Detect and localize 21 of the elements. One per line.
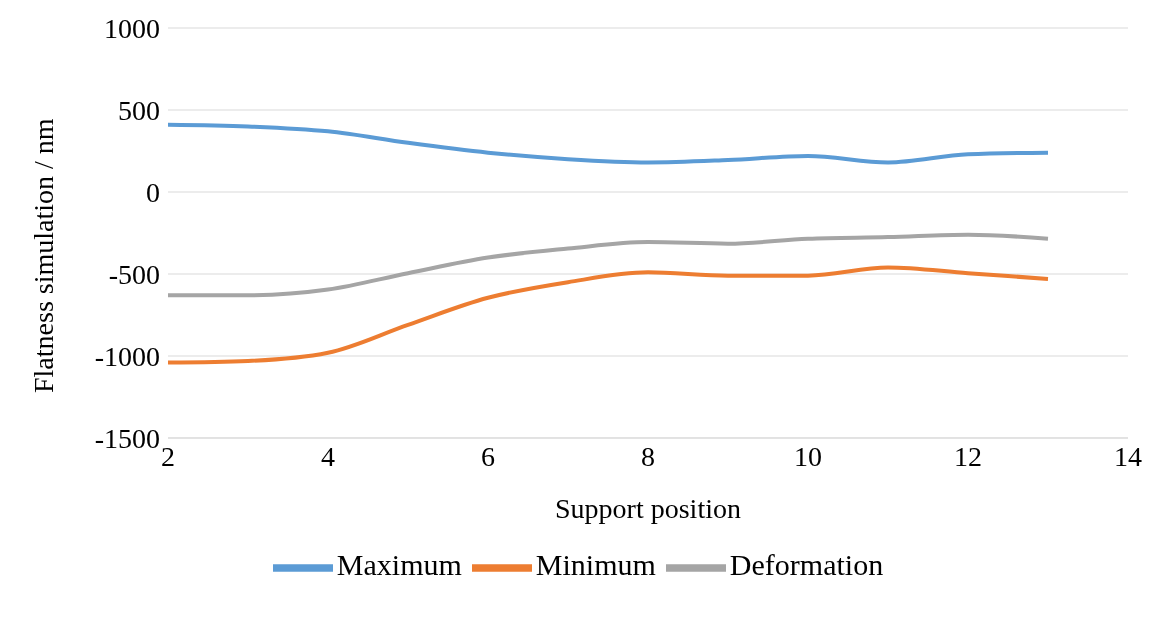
line-series bbox=[168, 122, 1050, 165]
x-tick-label: 12 bbox=[954, 440, 982, 472]
x-tick-label: 4 bbox=[321, 440, 335, 472]
y-tick-label: -1500 bbox=[94, 422, 160, 454]
y-tick-label: 1000 bbox=[104, 12, 160, 44]
x-axis-title: Support position bbox=[555, 493, 741, 524]
x-tick-label: 6 bbox=[481, 440, 495, 472]
y-tick-label: 500 bbox=[118, 94, 160, 126]
y-tick-label: 0 bbox=[146, 176, 160, 208]
x-tick-label: 14 bbox=[1114, 440, 1142, 472]
legend-label: Minimum bbox=[535, 547, 656, 581]
line-series bbox=[168, 232, 1050, 298]
legend-label: Maximum bbox=[336, 547, 462, 581]
y-tick-label: -1000 bbox=[94, 340, 160, 372]
x-tick-label: 10 bbox=[794, 440, 822, 472]
line-series bbox=[168, 265, 1050, 365]
legend-label: Deformation bbox=[729, 547, 884, 581]
x-tick-label: 8 bbox=[641, 440, 655, 472]
y-axis-title: Flatness simulation / nm bbox=[27, 118, 59, 393]
y-tick-label: -500 bbox=[108, 258, 160, 290]
x-tick-label: 2 bbox=[161, 440, 175, 472]
